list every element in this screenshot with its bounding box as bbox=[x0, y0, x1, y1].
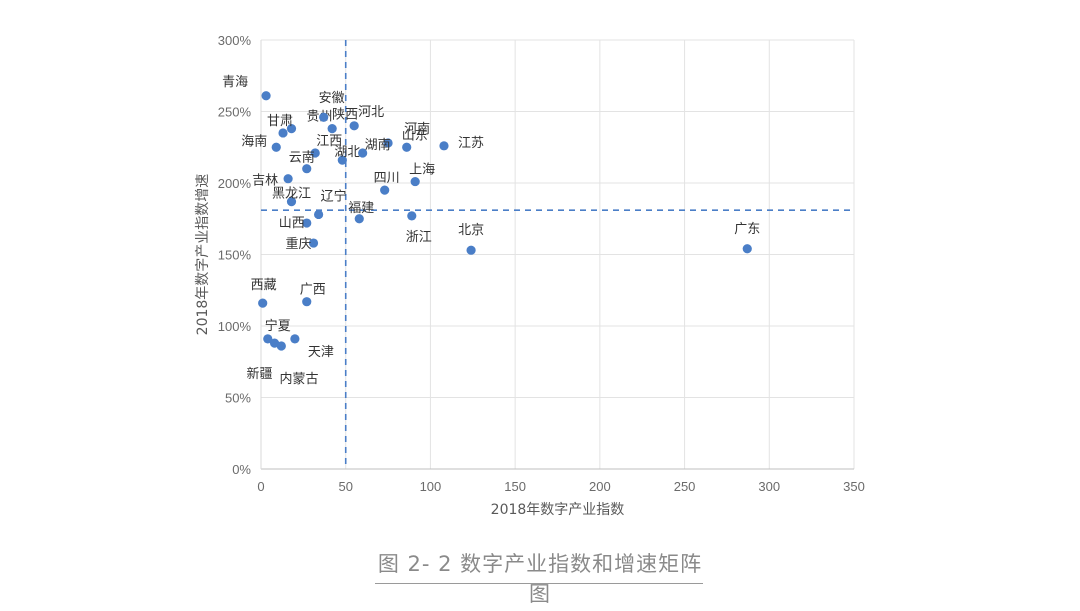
data-point bbox=[402, 142, 412, 152]
data-point bbox=[302, 218, 312, 228]
data-point bbox=[276, 341, 286, 351]
data-point-label: 广西 bbox=[300, 283, 326, 298]
x-tick-label: 50 bbox=[338, 479, 352, 494]
data-point bbox=[271, 142, 281, 152]
data-point bbox=[261, 91, 271, 101]
data-point bbox=[358, 148, 368, 158]
data-point bbox=[263, 334, 273, 344]
data-point bbox=[286, 196, 297, 207]
data-point bbox=[308, 238, 319, 248]
data-point-label: 青海 bbox=[222, 75, 248, 90]
data-point-label: 四川 bbox=[374, 171, 400, 186]
data-point-label: 天津 bbox=[308, 345, 334, 360]
data-point-label: 新疆 bbox=[247, 366, 273, 382]
data-point-label: 黑龙江 bbox=[272, 187, 311, 202]
data-point-label: 上海 bbox=[409, 163, 435, 178]
data-point-label: 辽宁 bbox=[321, 188, 347, 204]
y-tick-label: 300% bbox=[218, 33, 252, 48]
data-point bbox=[314, 209, 324, 220]
data-point bbox=[383, 138, 393, 148]
data-point-label: 云南 bbox=[289, 150, 315, 166]
data-point-label: 重庆 bbox=[286, 236, 312, 252]
data-point-label: 河北 bbox=[358, 105, 384, 120]
data-point bbox=[258, 298, 268, 308]
caption-underline bbox=[375, 583, 703, 584]
data-point-label: 安徽 bbox=[319, 91, 345, 106]
data-point bbox=[354, 214, 364, 224]
data-point-label: 陕西 bbox=[332, 108, 358, 123]
data-point bbox=[283, 174, 293, 184]
data-point-label: 宁夏 bbox=[265, 318, 291, 334]
x-tick-label: 250 bbox=[674, 479, 696, 494]
data-point bbox=[290, 334, 300, 344]
data-point-label: 吉林 bbox=[252, 174, 278, 189]
data-point bbox=[439, 141, 449, 151]
data-point bbox=[286, 124, 297, 134]
data-point-label: 甘肃 bbox=[267, 114, 293, 129]
data-point bbox=[349, 121, 359, 131]
data-point-label: 山西 bbox=[279, 216, 305, 231]
data-point-label: 西藏 bbox=[251, 278, 277, 293]
x-tick-label: 100 bbox=[420, 479, 442, 494]
data-point bbox=[302, 164, 312, 174]
y-tick-label: 0% bbox=[232, 462, 251, 477]
data-point-label: 海南 bbox=[241, 133, 267, 149]
scatter-chart: 0 50 100 150 200 250 300 350 0% 50% 100% 150% 200% 25… bbox=[195, 33, 865, 518]
x-tick-label: 350 bbox=[843, 479, 865, 494]
data-point-label: 湖北 bbox=[334, 145, 360, 160]
data-point bbox=[466, 245, 476, 255]
data-point-label: 江西 bbox=[316, 134, 342, 149]
data-point bbox=[407, 211, 417, 221]
data-point bbox=[310, 148, 320, 158]
x-tick-label: 200 bbox=[589, 479, 611, 494]
y-tick-label: 250% bbox=[218, 105, 252, 120]
figure-caption: 图 2- 2 数字产业指数和增速矩阵图 bbox=[377, 552, 703, 606]
data-point bbox=[302, 297, 312, 307]
data-point-label: 山东 bbox=[402, 128, 428, 143]
x-tick-label: 150 bbox=[504, 479, 526, 494]
y-tick-label: 50% bbox=[225, 391, 251, 406]
data-point-label: 北京 bbox=[458, 223, 484, 238]
x-tick-label: 300 bbox=[758, 479, 780, 494]
y-tick-label: 150% bbox=[218, 248, 252, 263]
data-point-label: 河南 bbox=[404, 121, 430, 137]
data-point bbox=[278, 128, 288, 138]
data-point bbox=[319, 112, 329, 122]
y-tick-label: 100% bbox=[218, 319, 252, 334]
y-tick-label: 200% bbox=[218, 176, 252, 191]
data-point bbox=[337, 155, 347, 165]
data-point-label: 内蒙古 bbox=[279, 371, 318, 387]
data-point bbox=[742, 244, 752, 254]
data-point-label: 江苏 bbox=[458, 135, 484, 151]
x-tick-label: 0 bbox=[257, 479, 264, 494]
y-axis-title: 2018年数字产业指数增速 bbox=[195, 174, 211, 336]
data-point-label: 广东 bbox=[734, 222, 760, 237]
data-point-label: 湖南 bbox=[365, 137, 391, 153]
x-axis-title: 2018年数字产业指数 bbox=[491, 502, 625, 518]
data-point bbox=[380, 185, 390, 195]
data-point bbox=[410, 176, 420, 187]
data-point-label: 浙江 bbox=[406, 230, 432, 245]
data-point-label: 福建 bbox=[348, 201, 374, 216]
data-point bbox=[327, 124, 337, 134]
